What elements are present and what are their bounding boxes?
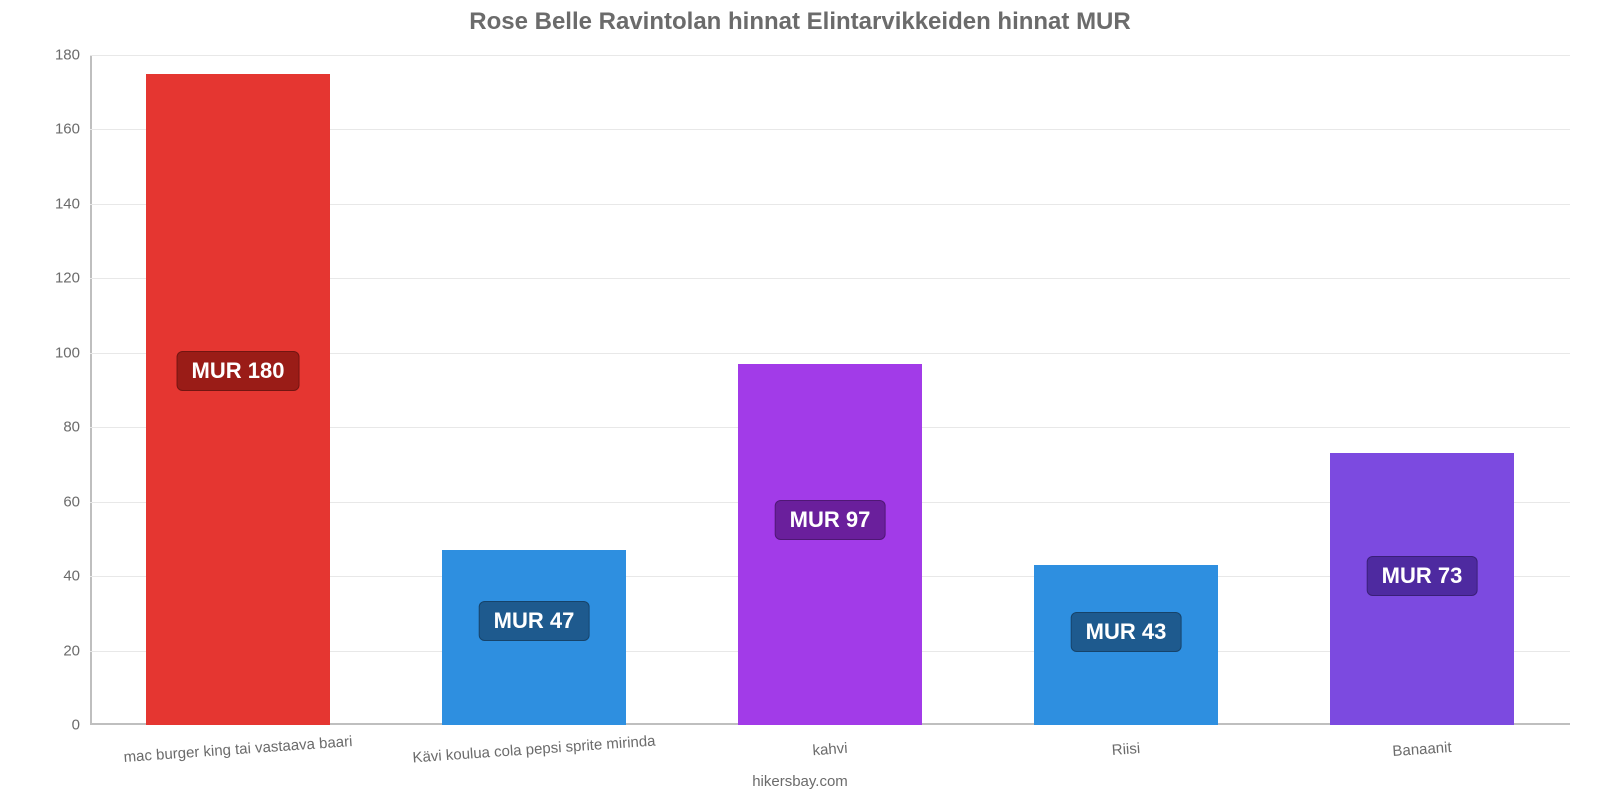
attribution-text: hikersbay.com (0, 773, 1600, 790)
y-tick-label: 160 (55, 121, 90, 138)
price-bar-chart: Rose Belle Ravintolan hinnat Elintarvikk… (0, 0, 1600, 800)
bar-value-label: MUR 97 (775, 500, 886, 540)
bar-value-label: MUR 43 (1071, 612, 1182, 652)
y-tick-label: 20 (63, 642, 90, 659)
y-tick-label: 120 (55, 270, 90, 287)
plot-area: 020406080100120140160180MUR 180mac burge… (90, 55, 1570, 725)
bar (738, 364, 922, 725)
y-tick-label: 80 (63, 419, 90, 436)
y-tick-label: 140 (55, 195, 90, 212)
x-axis-label: kahvi (812, 740, 848, 759)
y-tick-label: 0 (72, 717, 90, 734)
x-axis-label: Banaanit (1392, 739, 1452, 760)
grid-line (90, 55, 1570, 56)
x-axis-label: Kävi koulua cola pepsi sprite mirinda (412, 733, 656, 767)
bar-value-label: MUR 180 (177, 351, 300, 391)
bar-value-label: MUR 73 (1367, 556, 1478, 596)
x-axis-label: Riisi (1111, 740, 1140, 759)
x-axis-label: mac burger king tai vastaava baari (123, 733, 353, 766)
chart-title: Rose Belle Ravintolan hinnat Elintarvikk… (0, 0, 1600, 36)
y-tick-label: 40 (63, 568, 90, 585)
y-tick-label: 180 (55, 47, 90, 64)
bar (146, 74, 330, 725)
y-tick-label: 60 (63, 493, 90, 510)
bar-value-label: MUR 47 (479, 601, 590, 641)
y-tick-label: 100 (55, 344, 90, 361)
y-axis-line (90, 55, 92, 725)
